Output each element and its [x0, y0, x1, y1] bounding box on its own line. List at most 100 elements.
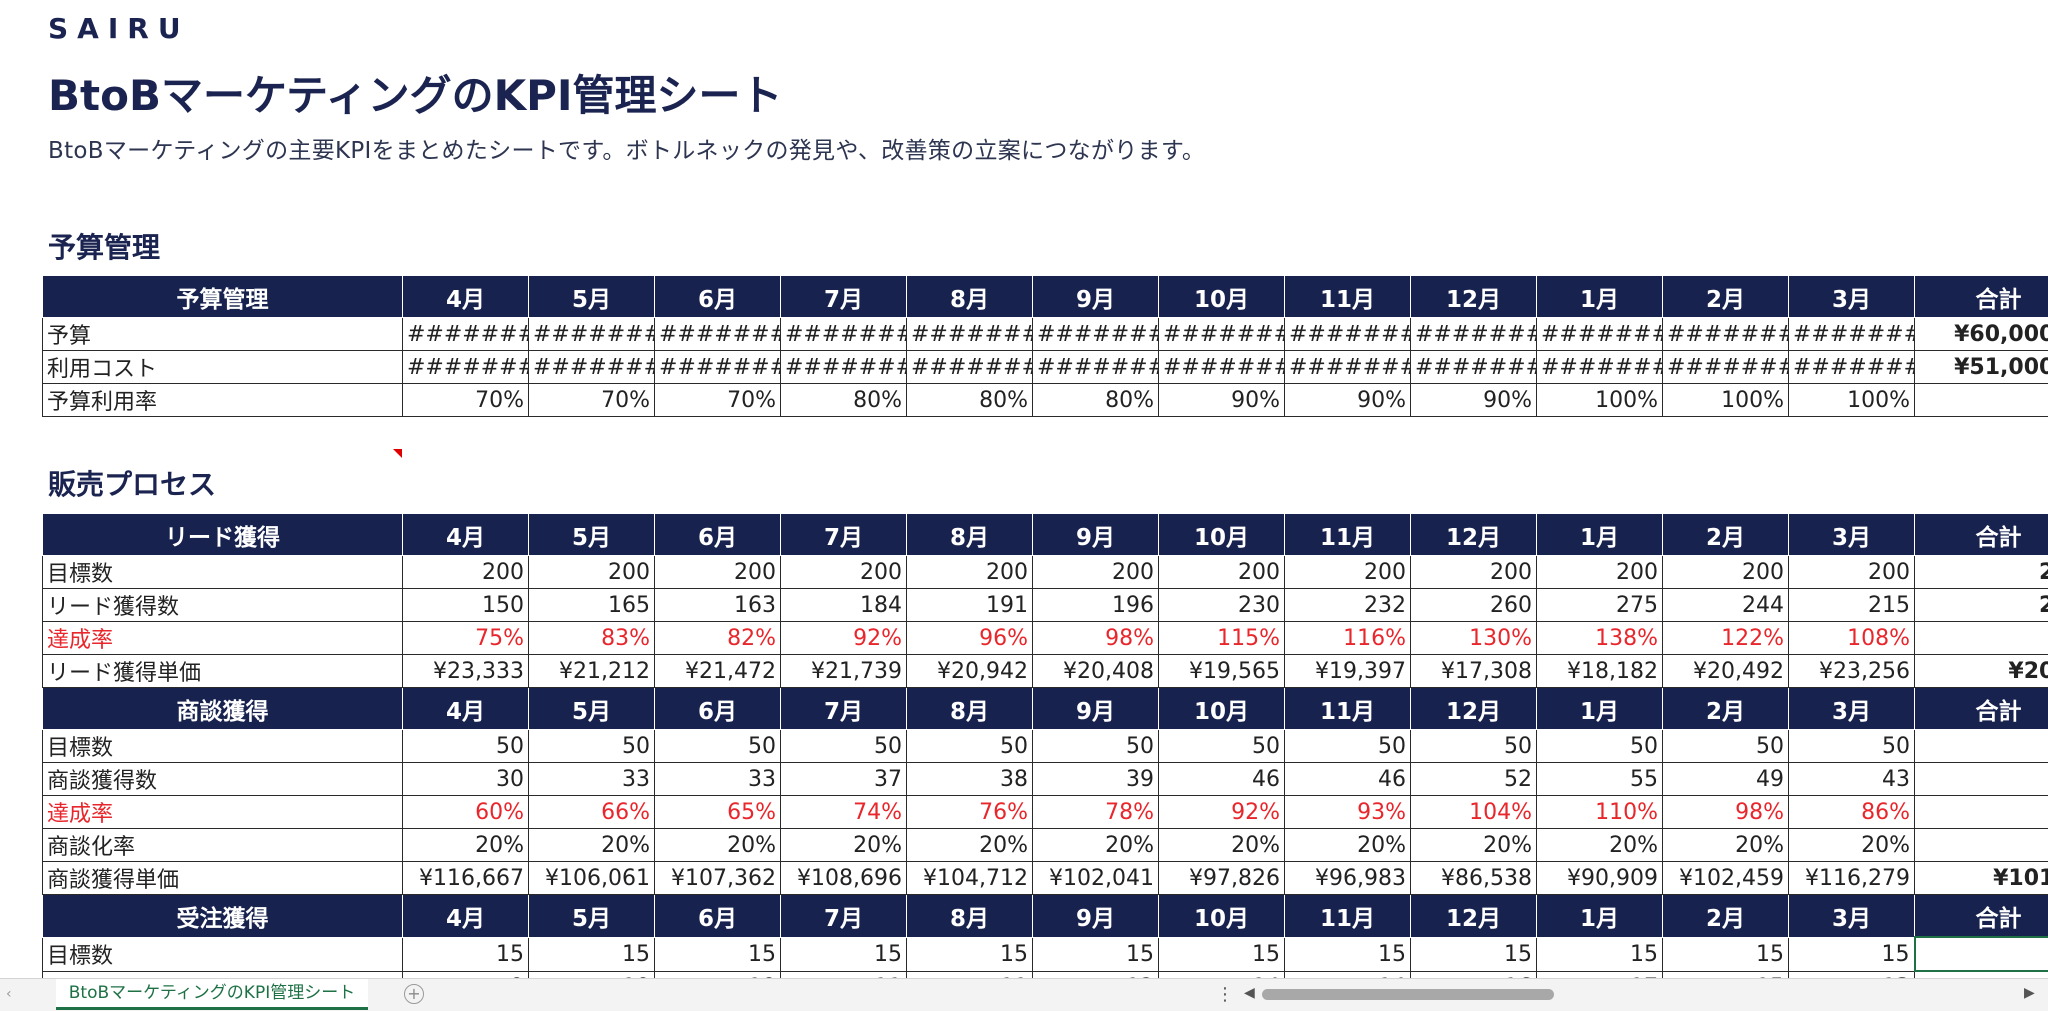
- month-cell[interactable]: #######: [1033, 318, 1159, 351]
- month-cell[interactable]: #######: [1789, 318, 1915, 351]
- month-cell[interactable]: 9月: [1033, 276, 1159, 318]
- total-cell[interactable]: 合計: [1915, 688, 2048, 730]
- scrollbar-thumb[interactable]: [1262, 989, 1554, 1000]
- month-cell[interactable]: 50: [1159, 730, 1285, 763]
- total-cell[interactable]: 1: [1915, 937, 2048, 971]
- row-label-cell[interactable]: 受注獲得: [43, 895, 403, 938]
- month-cell[interactable]: #######: [1033, 351, 1159, 384]
- month-cell[interactable]: 1月: [1537, 514, 1663, 556]
- total-cell[interactable]: ¥101,7: [1915, 862, 2048, 895]
- month-cell[interactable]: #######: [781, 351, 907, 384]
- month-cell[interactable]: 15: [1663, 937, 1789, 971]
- month-cell[interactable]: 6月: [655, 514, 781, 556]
- month-cell[interactable]: 4月: [403, 895, 529, 938]
- month-cell[interactable]: 7月: [781, 276, 907, 318]
- month-cell[interactable]: 15: [907, 937, 1033, 971]
- month-cell[interactable]: ¥18,182: [1537, 655, 1663, 688]
- month-cell[interactable]: 15: [1033, 937, 1159, 971]
- month-cell[interactable]: 104%: [1411, 796, 1537, 829]
- month-cell[interactable]: ¥106,061: [529, 862, 655, 895]
- month-cell[interactable]: 12月: [1411, 514, 1537, 556]
- month-cell[interactable]: #######: [403, 351, 529, 384]
- scroll-right-icon[interactable]: ▶: [2024, 985, 2035, 1001]
- month-cell[interactable]: 50: [403, 730, 529, 763]
- month-cell[interactable]: 5月: [529, 514, 655, 556]
- month-cell[interactable]: 108%: [1789, 622, 1915, 655]
- month-cell[interactable]: #######: [1663, 351, 1789, 384]
- month-cell[interactable]: 5月: [529, 895, 655, 938]
- month-cell[interactable]: ¥19,565: [1159, 655, 1285, 688]
- month-cell[interactable]: 6月: [655, 276, 781, 318]
- month-cell[interactable]: ¥116,279: [1789, 862, 1915, 895]
- month-cell[interactable]: 11月: [1285, 895, 1411, 938]
- month-cell[interactable]: 80%: [1033, 384, 1159, 417]
- month-cell[interactable]: 8月: [907, 276, 1033, 318]
- month-cell[interactable]: ¥23,333: [403, 655, 529, 688]
- month-cell[interactable]: 70%: [655, 384, 781, 417]
- month-cell[interactable]: 15: [781, 937, 907, 971]
- month-cell[interactable]: #######: [1411, 318, 1537, 351]
- month-cell[interactable]: 4月: [403, 514, 529, 556]
- total-cell[interactable]: 8: [1915, 796, 2048, 829]
- month-cell[interactable]: #######: [1159, 351, 1285, 384]
- month-cell[interactable]: 15: [1537, 937, 1663, 971]
- total-cell[interactable]: 5: [1915, 763, 2048, 796]
- month-cell[interactable]: 80%: [907, 384, 1033, 417]
- month-cell[interactable]: 15: [1159, 937, 1285, 971]
- month-cell[interactable]: 12月: [1411, 895, 1537, 938]
- row-label-cell[interactable]: 達成率: [43, 796, 403, 829]
- month-cell[interactable]: 33: [529, 763, 655, 796]
- total-cell[interactable]: 2,4: [1915, 556, 2048, 589]
- month-cell[interactable]: 191: [907, 589, 1033, 622]
- month-cell[interactable]: ¥107,362: [655, 862, 781, 895]
- month-cell[interactable]: 43: [1789, 763, 1915, 796]
- month-cell[interactable]: 15: [1789, 937, 1915, 971]
- month-cell[interactable]: ¥20,942: [907, 655, 1033, 688]
- month-cell[interactable]: #######: [1159, 318, 1285, 351]
- month-cell[interactable]: 10月: [1159, 895, 1285, 938]
- row-label-cell[interactable]: リード獲得単価: [43, 655, 403, 688]
- month-cell[interactable]: 196: [1033, 589, 1159, 622]
- month-cell[interactable]: 92%: [781, 622, 907, 655]
- month-cell[interactable]: #######: [529, 351, 655, 384]
- month-cell[interactable]: 116%: [1285, 622, 1411, 655]
- month-cell[interactable]: 11月: [1285, 514, 1411, 556]
- tab-scroll-left-icon[interactable]: ‹: [6, 986, 12, 1002]
- scroll-left-icon[interactable]: ◀: [1244, 985, 1255, 1001]
- month-cell[interactable]: 260: [1411, 589, 1537, 622]
- month-cell[interactable]: 15: [403, 937, 529, 971]
- month-cell[interactable]: #######: [1285, 351, 1411, 384]
- month-cell[interactable]: 46: [1159, 763, 1285, 796]
- month-cell[interactable]: 82%: [655, 622, 781, 655]
- month-cell[interactable]: 20%: [1537, 829, 1663, 862]
- month-cell[interactable]: ¥20,492: [1663, 655, 1789, 688]
- month-cell[interactable]: ¥20,408: [1033, 655, 1159, 688]
- month-cell[interactable]: 2月: [1663, 895, 1789, 938]
- month-cell[interactable]: 50: [1033, 730, 1159, 763]
- month-cell[interactable]: #######: [1411, 351, 1537, 384]
- month-cell[interactable]: 1月: [1537, 688, 1663, 730]
- month-cell[interactable]: ¥97,826: [1159, 862, 1285, 895]
- month-cell[interactable]: 20%: [1159, 829, 1285, 862]
- month-cell[interactable]: 200: [1789, 556, 1915, 589]
- total-cell[interactable]: 10: [1915, 622, 2048, 655]
- month-cell[interactable]: 50: [1537, 730, 1663, 763]
- month-cell[interactable]: 49: [1663, 763, 1789, 796]
- month-cell[interactable]: #######: [1537, 318, 1663, 351]
- month-cell[interactable]: #######: [1537, 351, 1663, 384]
- month-cell[interactable]: 8月: [907, 514, 1033, 556]
- month-cell[interactable]: 11月: [1285, 688, 1411, 730]
- row-label-cell[interactable]: 利用コスト: [43, 351, 403, 384]
- month-cell[interactable]: 98%: [1033, 622, 1159, 655]
- month-cell[interactable]: 200: [781, 556, 907, 589]
- total-cell[interactable]: ¥20,3: [1915, 655, 2048, 688]
- total-cell[interactable]: ¥60,000,0: [1915, 318, 2048, 351]
- total-cell[interactable]: 2: [1915, 829, 2048, 862]
- month-cell[interactable]: 3月: [1789, 895, 1915, 938]
- month-cell[interactable]: 39: [1033, 763, 1159, 796]
- month-cell[interactable]: 8月: [907, 895, 1033, 938]
- month-cell[interactable]: 5月: [529, 688, 655, 730]
- month-cell[interactable]: 4月: [403, 276, 529, 318]
- month-cell[interactable]: #######: [655, 318, 781, 351]
- month-cell[interactable]: 50: [781, 730, 907, 763]
